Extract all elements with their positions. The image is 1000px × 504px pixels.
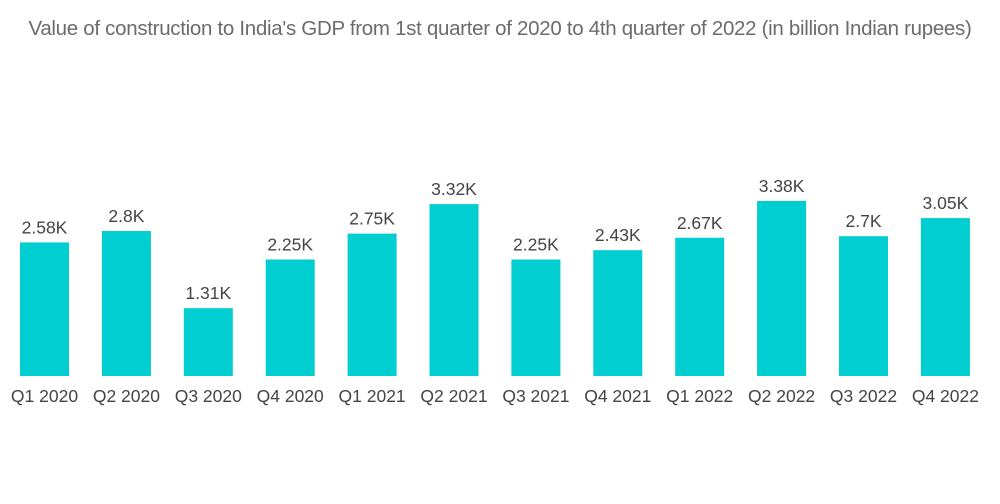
x-tick-label: Q2 2022 — [748, 386, 815, 406]
data-label: 2.25K — [267, 235, 313, 255]
data-label: 2.67K — [677, 213, 723, 233]
bar — [347, 233, 397, 376]
bar — [593, 250, 643, 376]
x-tick-label: Q3 2021 — [502, 386, 569, 406]
data-label: 2.8K — [108, 206, 144, 226]
data-label: 2.58K — [22, 217, 68, 237]
data-label: 2.25K — [513, 235, 559, 255]
data-label: 3.32K — [431, 179, 477, 199]
x-tick-label: Q1 2021 — [339, 386, 406, 406]
bar — [920, 218, 970, 376]
data-label: 1.31K — [185, 283, 231, 303]
bar — [675, 237, 725, 376]
bar — [183, 308, 233, 376]
x-tick-label: Q2 2020 — [93, 386, 160, 406]
bar — [429, 204, 479, 376]
x-tick-label: Q2 2021 — [420, 386, 487, 406]
bar — [511, 259, 561, 376]
bar — [101, 231, 151, 376]
x-tick-label: Q4 2020 — [257, 386, 324, 406]
x-tick-label: Q1 2022 — [666, 386, 733, 406]
bar — [757, 201, 807, 376]
bar — [839, 236, 888, 376]
bar — [265, 259, 315, 376]
x-tick-label: Q4 2021 — [584, 386, 651, 406]
bar — [20, 242, 69, 376]
data-label: 2.7K — [846, 211, 882, 231]
data-label: 3.38K — [759, 176, 805, 196]
x-tick-label: Q3 2020 — [175, 386, 242, 406]
x-tick-label: Q1 2020 — [11, 386, 78, 406]
data-label: 2.43K — [595, 225, 641, 245]
x-tick-label: Q4 2022 — [912, 386, 979, 406]
x-tick-label: Q3 2022 — [830, 386, 897, 406]
data-label: 3.05K — [923, 193, 969, 213]
data-label: 2.75K — [349, 209, 395, 229]
chart-title: Value of construction to India's GDP fro… — [28, 17, 972, 40]
